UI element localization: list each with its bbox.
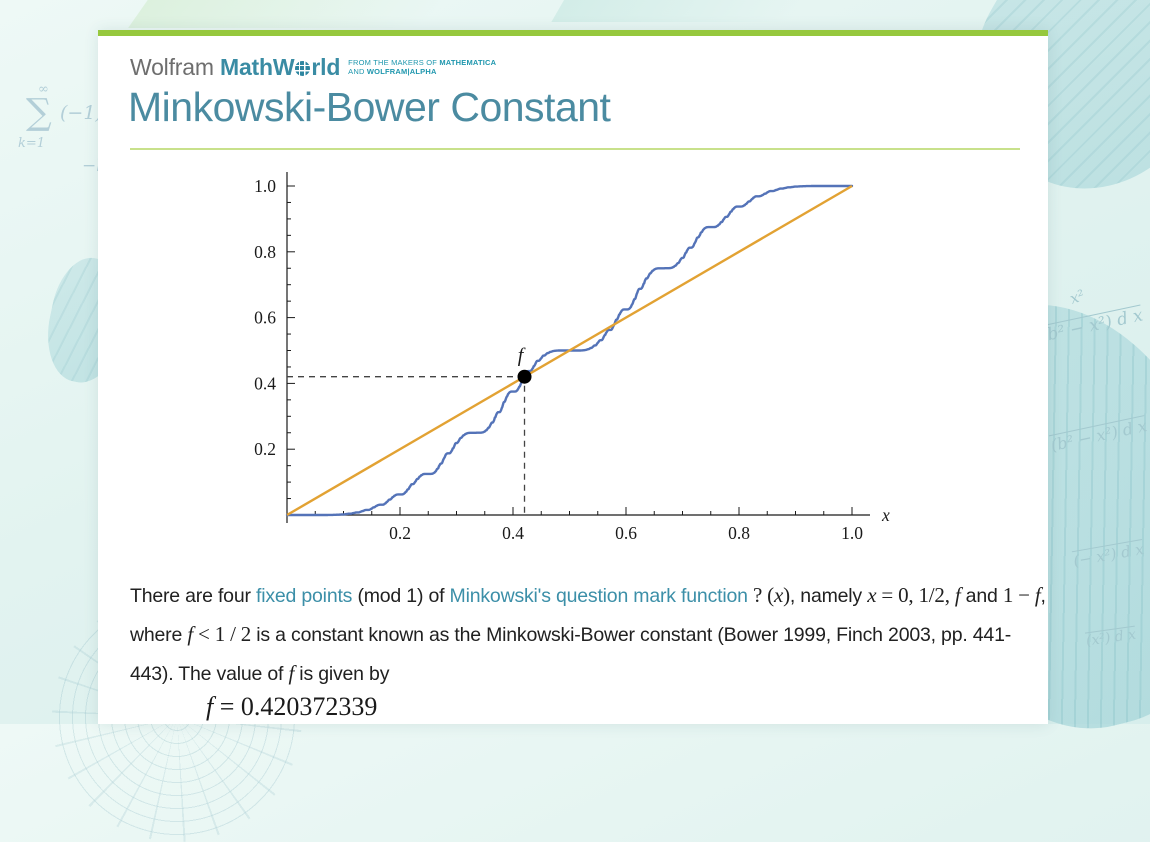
inline-math: < 1 / 2: [192, 622, 252, 646]
inline-link[interactable]: fixed points: [255, 585, 353, 607]
logo-wolfram-text: Wolfram: [130, 54, 214, 80]
text-segment: and: [960, 585, 1003, 607]
logo-tagline: FROM THE MAKERS OF MATHEMATICA AND WOLFR…: [348, 58, 497, 76]
fixed-point-label: f: [518, 345, 526, 367]
inline-math: = 0.420372339: [213, 692, 378, 721]
logo-mathworld-text: MathW rld: [220, 54, 341, 80]
y-tick-label: 1.0: [254, 176, 276, 196]
title-divider: [130, 148, 1020, 150]
x-tick-label: 0.4: [502, 523, 524, 543]
content-card: Wolfram MathW rld FROM THE MAKERS OF MATH…: [98, 30, 1048, 724]
x-tick-label: 0.6: [615, 523, 637, 543]
question-mark-function-plot: 0.2 0.4 0.6 0.8 1.0 0.2 0.4 0.6 0.8 1.0 x f: [230, 158, 930, 558]
inline-math: f: [288, 661, 295, 685]
inline-math: x: [773, 583, 784, 607]
text-segment: , where: [130, 585, 1046, 646]
inline-math: = 0, 1/2,: [876, 583, 955, 607]
inline-math: f: [187, 622, 193, 646]
equation-f-value: f = 0.420372339: [206, 692, 377, 722]
globe-icon: [295, 61, 311, 76]
decor-top-streak: [128, 0, 572, 28]
plot-canvas: 0.2 0.4 0.6 0.8 1.0 0.2 0.4 0.6 0.8 1.0 x f: [254, 172, 890, 543]
text-segment: is given by: [294, 663, 390, 685]
inline-math: f: [206, 692, 214, 721]
body-paragraph: There are four fixed points (mod 1) of M…: [130, 576, 1050, 693]
site-header: Wolfram MathW rld FROM THE MAKERS OF MATH…: [130, 54, 496, 81]
x-tick-label: 0.8: [728, 523, 750, 543]
inline-math: x: [867, 583, 877, 607]
y-tick-label: 0.8: [254, 242, 276, 262]
y-tick-label: 0.6: [254, 308, 276, 328]
text-segment: There are four: [130, 585, 256, 607]
text-segment: is a constant known as the Minkowski-Bow…: [130, 624, 1012, 685]
inline-math: 1 −: [1002, 583, 1035, 607]
inline-math: ? (: [752, 583, 774, 607]
card-top-accent-bar: [98, 30, 1048, 36]
inline-math: f: [954, 583, 961, 607]
fixed-point-dot: [517, 369, 532, 384]
x-tick-label: 0.2: [389, 523, 411, 543]
inline-link[interactable]: Minkowski's question mark function: [449, 585, 748, 607]
y-tick-label: 0.4: [254, 373, 276, 393]
x-tick-label: 1.0: [841, 523, 863, 543]
formula-fragment: x²: [1066, 286, 1087, 308]
inline-math: f: [1034, 583, 1041, 607]
formula-sum-lower: k=1: [18, 136, 46, 151]
text-segment: , namely: [789, 585, 868, 607]
decor-top-streak: [551, 0, 889, 22]
formula-infinity: ∞: [38, 82, 49, 97]
x-axis-label: x: [881, 505, 890, 525]
formula-sigma: ∑: [26, 92, 52, 133]
inline-math: ): [783, 583, 790, 607]
y-tick-label: 0.2: [254, 439, 276, 459]
identity-line: [286, 184, 853, 517]
text-segment: (mod 1) of: [352, 585, 450, 607]
page-title: Minkowski-Bower Constant: [128, 84, 611, 130]
mathworld-logo[interactable]: Wolfram MathW rld: [130, 54, 340, 81]
